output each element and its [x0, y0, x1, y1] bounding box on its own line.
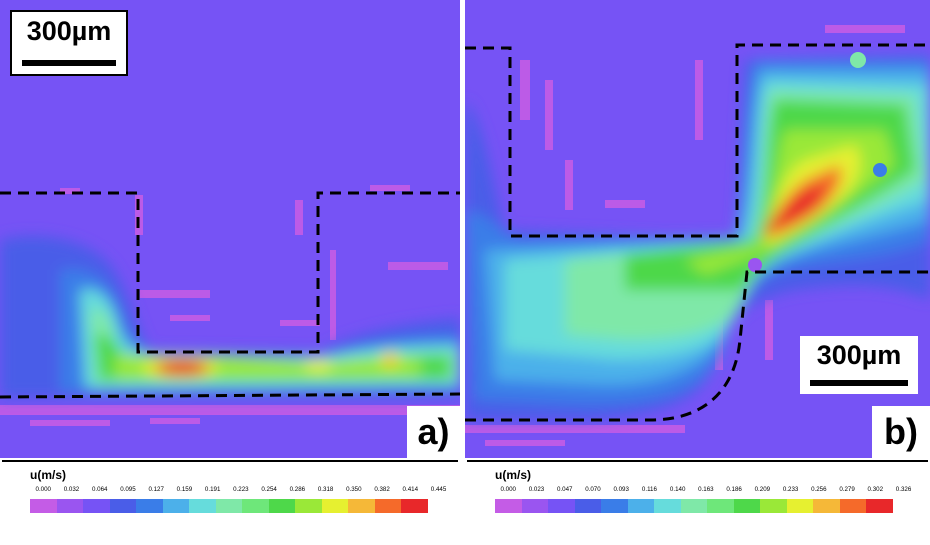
legend-b-tick: 0.000 [500, 486, 516, 493]
legend-b-tick: 0.302 [867, 486, 884, 493]
colorbar-swatch [548, 499, 575, 513]
legend-b-tick: 0.023 [528, 486, 545, 493]
colorbar-swatch [321, 499, 348, 513]
colorbar-swatch [268, 499, 295, 513]
colorbar-swatch [109, 499, 136, 513]
colorbar-swatch [733, 499, 760, 513]
legend-a-tick: 0.000 [35, 486, 51, 493]
colorbar-swatch [136, 499, 163, 513]
legend-b-tick: 0.163 [698, 486, 714, 493]
colorbar-swatch [495, 499, 522, 513]
velocity-field-b-image [465, 0, 930, 458]
legend-b-colorbar [495, 499, 893, 513]
colorbar-swatch [348, 499, 375, 513]
colorbar-swatch [839, 499, 866, 513]
legend-a-colorbar [30, 499, 428, 513]
colorbar-swatch [295, 499, 322, 513]
legend-a-tick: 0.350 [346, 486, 362, 493]
colorbar-legend-a: u(m/s) 0.000 0.032 0.064 0.095 0.127 0.1… [0, 458, 460, 545]
legend-b-separator [467, 460, 928, 462]
velocity-field-panel-a: 300µm a) [0, 0, 460, 458]
legend-a-tick: 0.254 [261, 486, 277, 493]
colorbar-swatch [601, 499, 628, 513]
legend-a-tick: 0.445 [430, 486, 447, 493]
legend-b-ticks: 0.000 0.023 0.047 0.070 0.093 0.116 0.14… [495, 486, 917, 493]
scale-bar-a-label: 300µm [26, 16, 112, 46]
legend-a-tick: 0.286 [289, 486, 306, 493]
colorbar-swatch [189, 499, 216, 513]
legend-a-tick: 0.318 [317, 486, 334, 493]
panel-divider [460, 0, 465, 545]
scale-bar-b-label: 300µm [816, 340, 902, 370]
velocity-field-panel-b: 300µm b) [465, 0, 930, 458]
colorbar-swatch [680, 499, 707, 513]
legend-a-tick: 0.095 [120, 486, 136, 493]
colorbar-swatch [401, 499, 428, 513]
colorbar-swatch [374, 499, 401, 513]
colorbar-swatch [627, 499, 654, 513]
colorbar-swatch [215, 499, 242, 513]
legend-b-tick: 0.186 [726, 486, 742, 493]
colorbar-swatch [786, 499, 813, 513]
colorbar-swatch [813, 499, 840, 513]
legend-b-tick: 0.256 [811, 486, 827, 493]
legend-b-tick: 0.093 [613, 486, 629, 493]
colorbar-swatch [866, 499, 893, 513]
legend-b-tick: 0.326 [895, 486, 912, 493]
scale-bar-b-line [810, 380, 908, 386]
legend-a-tick: 0.382 [374, 486, 390, 493]
legend-b-title: u(m/s) [495, 468, 531, 482]
legend-a-title: u(m/s) [30, 468, 66, 482]
legend-a-tick: 0.127 [148, 486, 164, 493]
colorbar-swatch [83, 499, 110, 513]
legend-a-tick: 0.414 [402, 486, 419, 493]
legend-a-tick: 0.032 [63, 486, 80, 493]
colorbar-swatch [30, 499, 57, 513]
colorbar-swatch [162, 499, 189, 513]
scale-bar-a-line [22, 60, 116, 66]
legend-b-tick: 0.233 [782, 486, 799, 493]
legend-b-tick: 0.116 [641, 486, 657, 493]
colorbar-swatch [56, 499, 83, 513]
colorbar-swatch [707, 499, 734, 513]
scale-bar-b: 300µm [800, 336, 918, 394]
colorbar-swatch [574, 499, 601, 513]
colorbar-legend-b: u(m/s) 0.000 0.023 0.047 0.070 0.093 0.1… [465, 458, 930, 545]
legend-a-tick: 0.223 [233, 486, 249, 493]
legend-b-tick: 0.070 [585, 486, 601, 493]
legend-b-tick: 0.140 [669, 486, 686, 493]
legend-a-tick: 0.064 [91, 486, 108, 493]
colorbar-swatch [654, 499, 681, 513]
colorbar-swatch [760, 499, 787, 513]
legend-b-tick: 0.047 [556, 486, 573, 493]
legend-a-separator [2, 460, 458, 462]
colorbar-swatch [521, 499, 548, 513]
legend-a-tick: 0.159 [176, 486, 193, 493]
legend-a-tick: 0.191 [204, 486, 221, 493]
legend-b-tick: 0.209 [754, 486, 771, 493]
velocity-field-a-image [0, 0, 460, 458]
legend-a-ticks: 0.000 0.032 0.064 0.095 0.127 0.159 0.19… [30, 486, 452, 493]
panel-a-label: a) [407, 406, 460, 458]
legend-b-tick: 0.279 [839, 486, 855, 493]
colorbar-swatch [242, 499, 269, 513]
scale-bar-a: 300µm [10, 10, 128, 76]
panel-b-label: b) [872, 406, 930, 458]
